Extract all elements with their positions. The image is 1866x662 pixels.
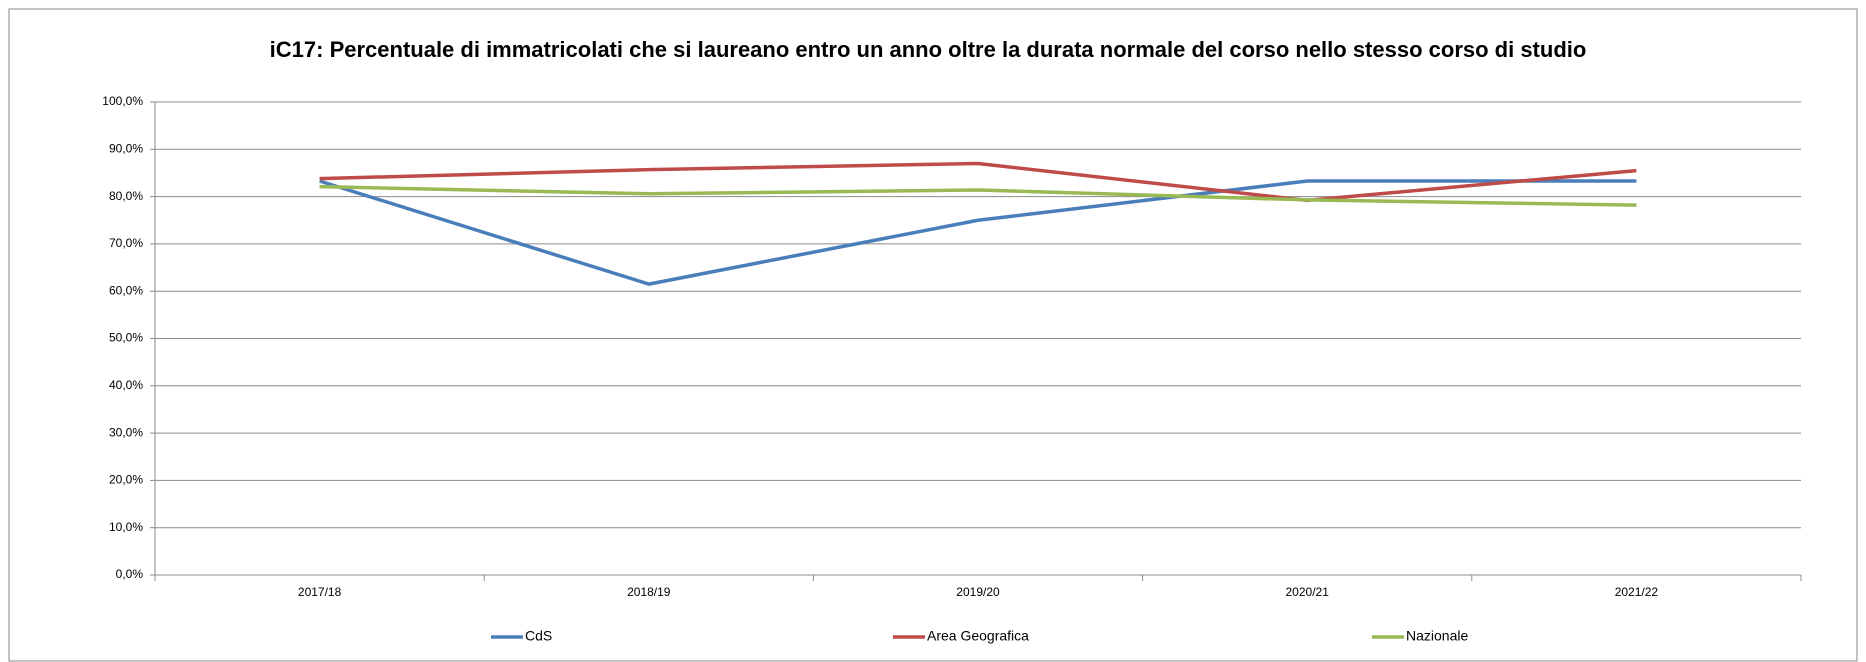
- x-tick-label: 2020/21: [1286, 585, 1330, 599]
- y-tick-label: 10,0%: [109, 520, 143, 534]
- x-tick-label: 2018/19: [627, 585, 671, 599]
- y-tick-label: 20,0%: [109, 473, 143, 487]
- y-tick-label: 90,0%: [109, 141, 143, 155]
- legend-label: Nazionale: [1406, 628, 1468, 644]
- y-tick-label: 60,0%: [109, 283, 143, 297]
- y-tick-label: 80,0%: [109, 189, 143, 203]
- y-tick-label: 30,0%: [109, 425, 143, 439]
- x-tick-label: 2017/18: [298, 585, 342, 599]
- series-line: [319, 179, 1637, 286]
- chart-title: iC17: Percentuale di immatricolati che s…: [270, 37, 1587, 62]
- x-tick-label: 2019/20: [956, 585, 1000, 599]
- y-tick-label: 100,0%: [102, 94, 143, 108]
- series-line: [319, 184, 1637, 207]
- x-tick-label: 2021/22: [1615, 585, 1659, 599]
- y-tick-label: 0,0%: [116, 567, 144, 581]
- series-line: [319, 161, 1637, 203]
- y-tick-label: 40,0%: [109, 378, 143, 392]
- legend-label: Area Geografica: [927, 628, 1029, 644]
- chart-frame: [8, 8, 1858, 662]
- legend-label: CdS: [525, 628, 552, 644]
- y-tick-label: 70,0%: [109, 236, 143, 250]
- y-tick-label: 50,0%: [109, 331, 143, 345]
